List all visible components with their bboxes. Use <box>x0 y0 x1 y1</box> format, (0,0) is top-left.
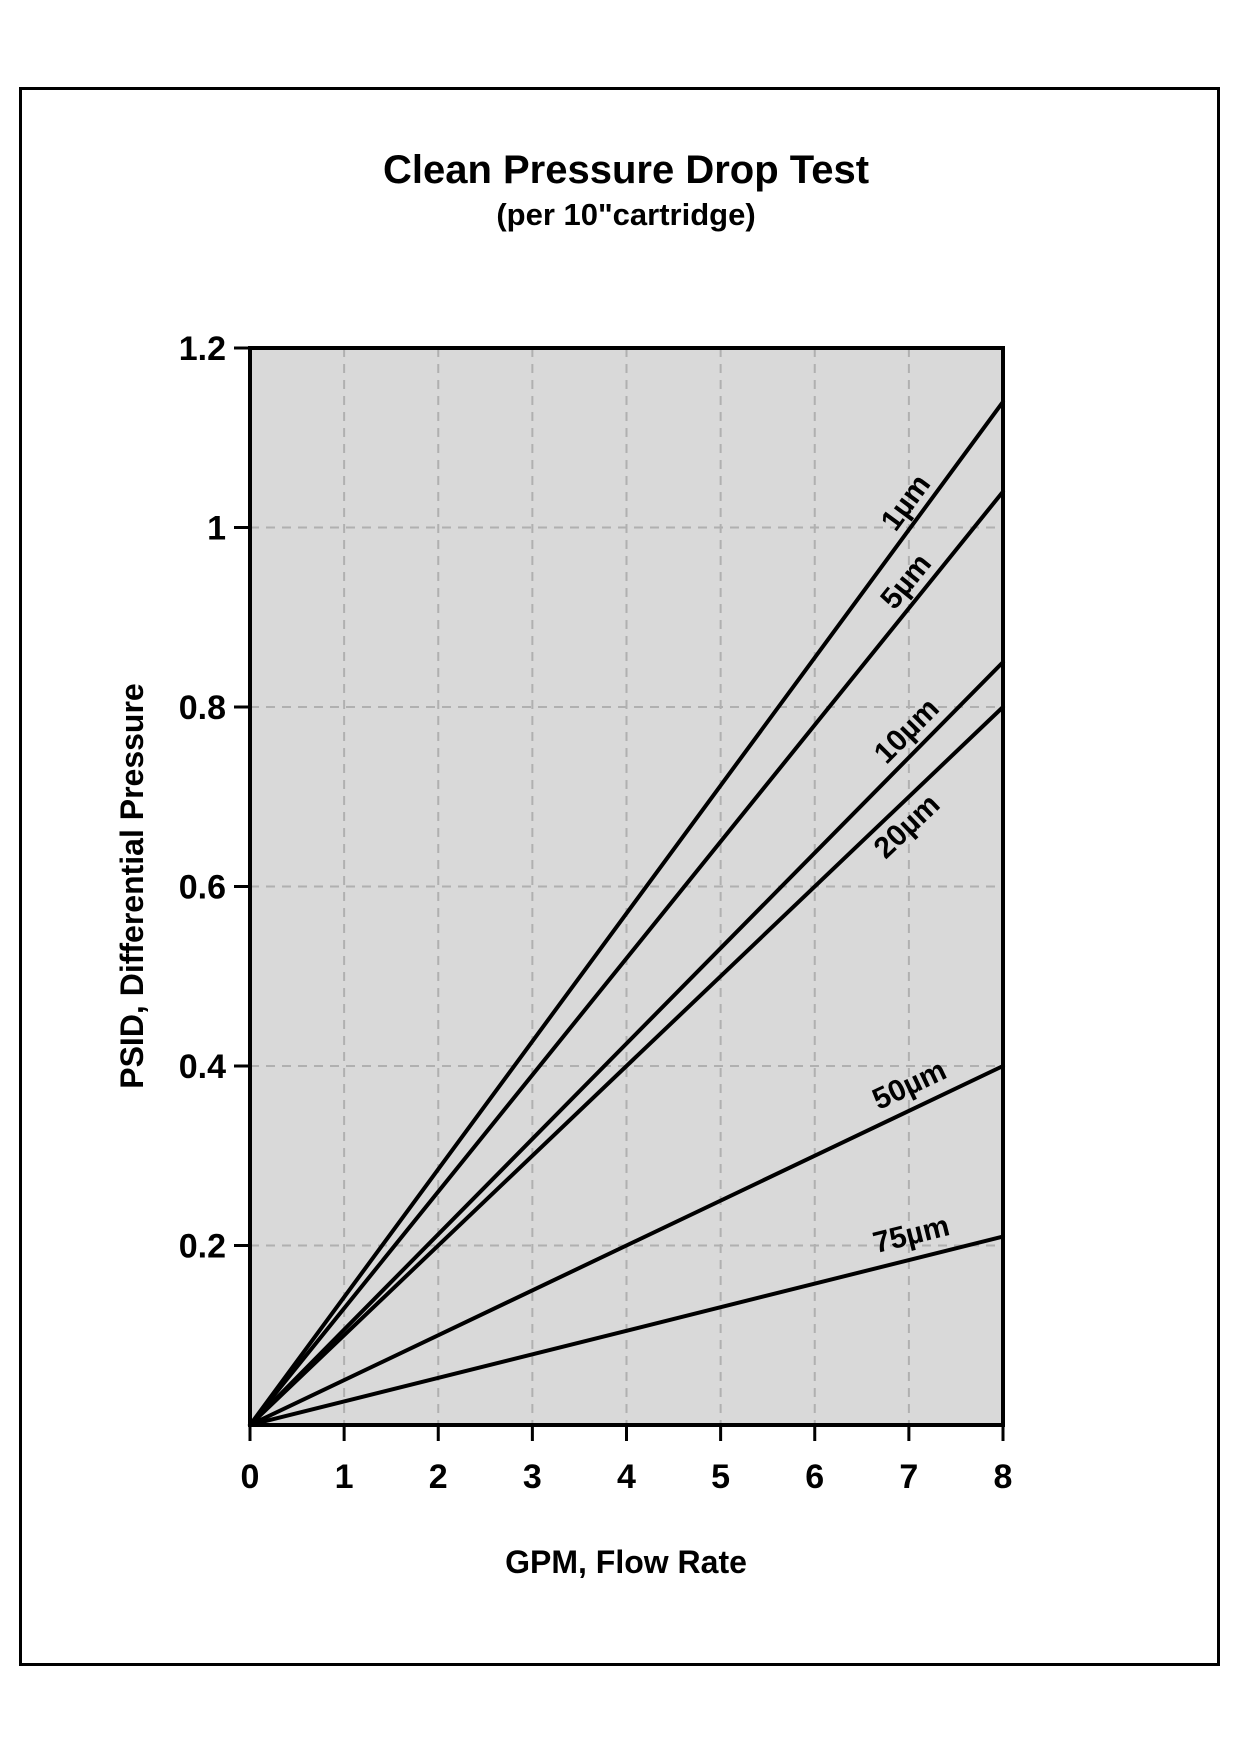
series-line-50µm <box>248 1064 1005 1427</box>
y-tick-label-1.2: 1.2 <box>179 330 226 368</box>
x-tick-label-2: 2 <box>429 1458 448 1496</box>
y-tick-label-0.4: 0.4 <box>179 1048 226 1086</box>
x-tick-label-8: 8 <box>994 1458 1013 1496</box>
chart-title: Clean Pressure Drop Test <box>382 148 870 192</box>
x-tick-label-0: 0 <box>241 1458 260 1496</box>
page-border <box>19 87 1220 1666</box>
x-tick-label-6: 6 <box>805 1458 824 1496</box>
series-line-20µm <box>248 705 1005 1427</box>
series-line-1µm <box>248 399 1005 1427</box>
x-tick-label-5: 5 <box>711 1458 730 1496</box>
x-axis-title: GPM, Flow Rate <box>505 1544 747 1580</box>
y-tick-label-0.6: 0.6 <box>179 869 226 907</box>
x-tick-label-7: 7 <box>899 1458 918 1496</box>
y-tick-label-1: 1 <box>207 510 226 548</box>
x-tick-label-4: 4 <box>617 1458 636 1496</box>
series-line-75µm <box>248 1234 1005 1427</box>
series-line-5µm <box>248 489 1005 1427</box>
y-tick-label-0.8: 0.8 <box>179 689 226 727</box>
series-line-10µm <box>248 660 1005 1427</box>
x-tick-label-3: 3 <box>523 1458 542 1496</box>
x-tick-label-1: 1 <box>335 1458 354 1496</box>
y-tick-label-0.2: 0.2 <box>179 1228 226 1266</box>
chart-subtitle: (per 10"cartridge) <box>496 197 756 232</box>
